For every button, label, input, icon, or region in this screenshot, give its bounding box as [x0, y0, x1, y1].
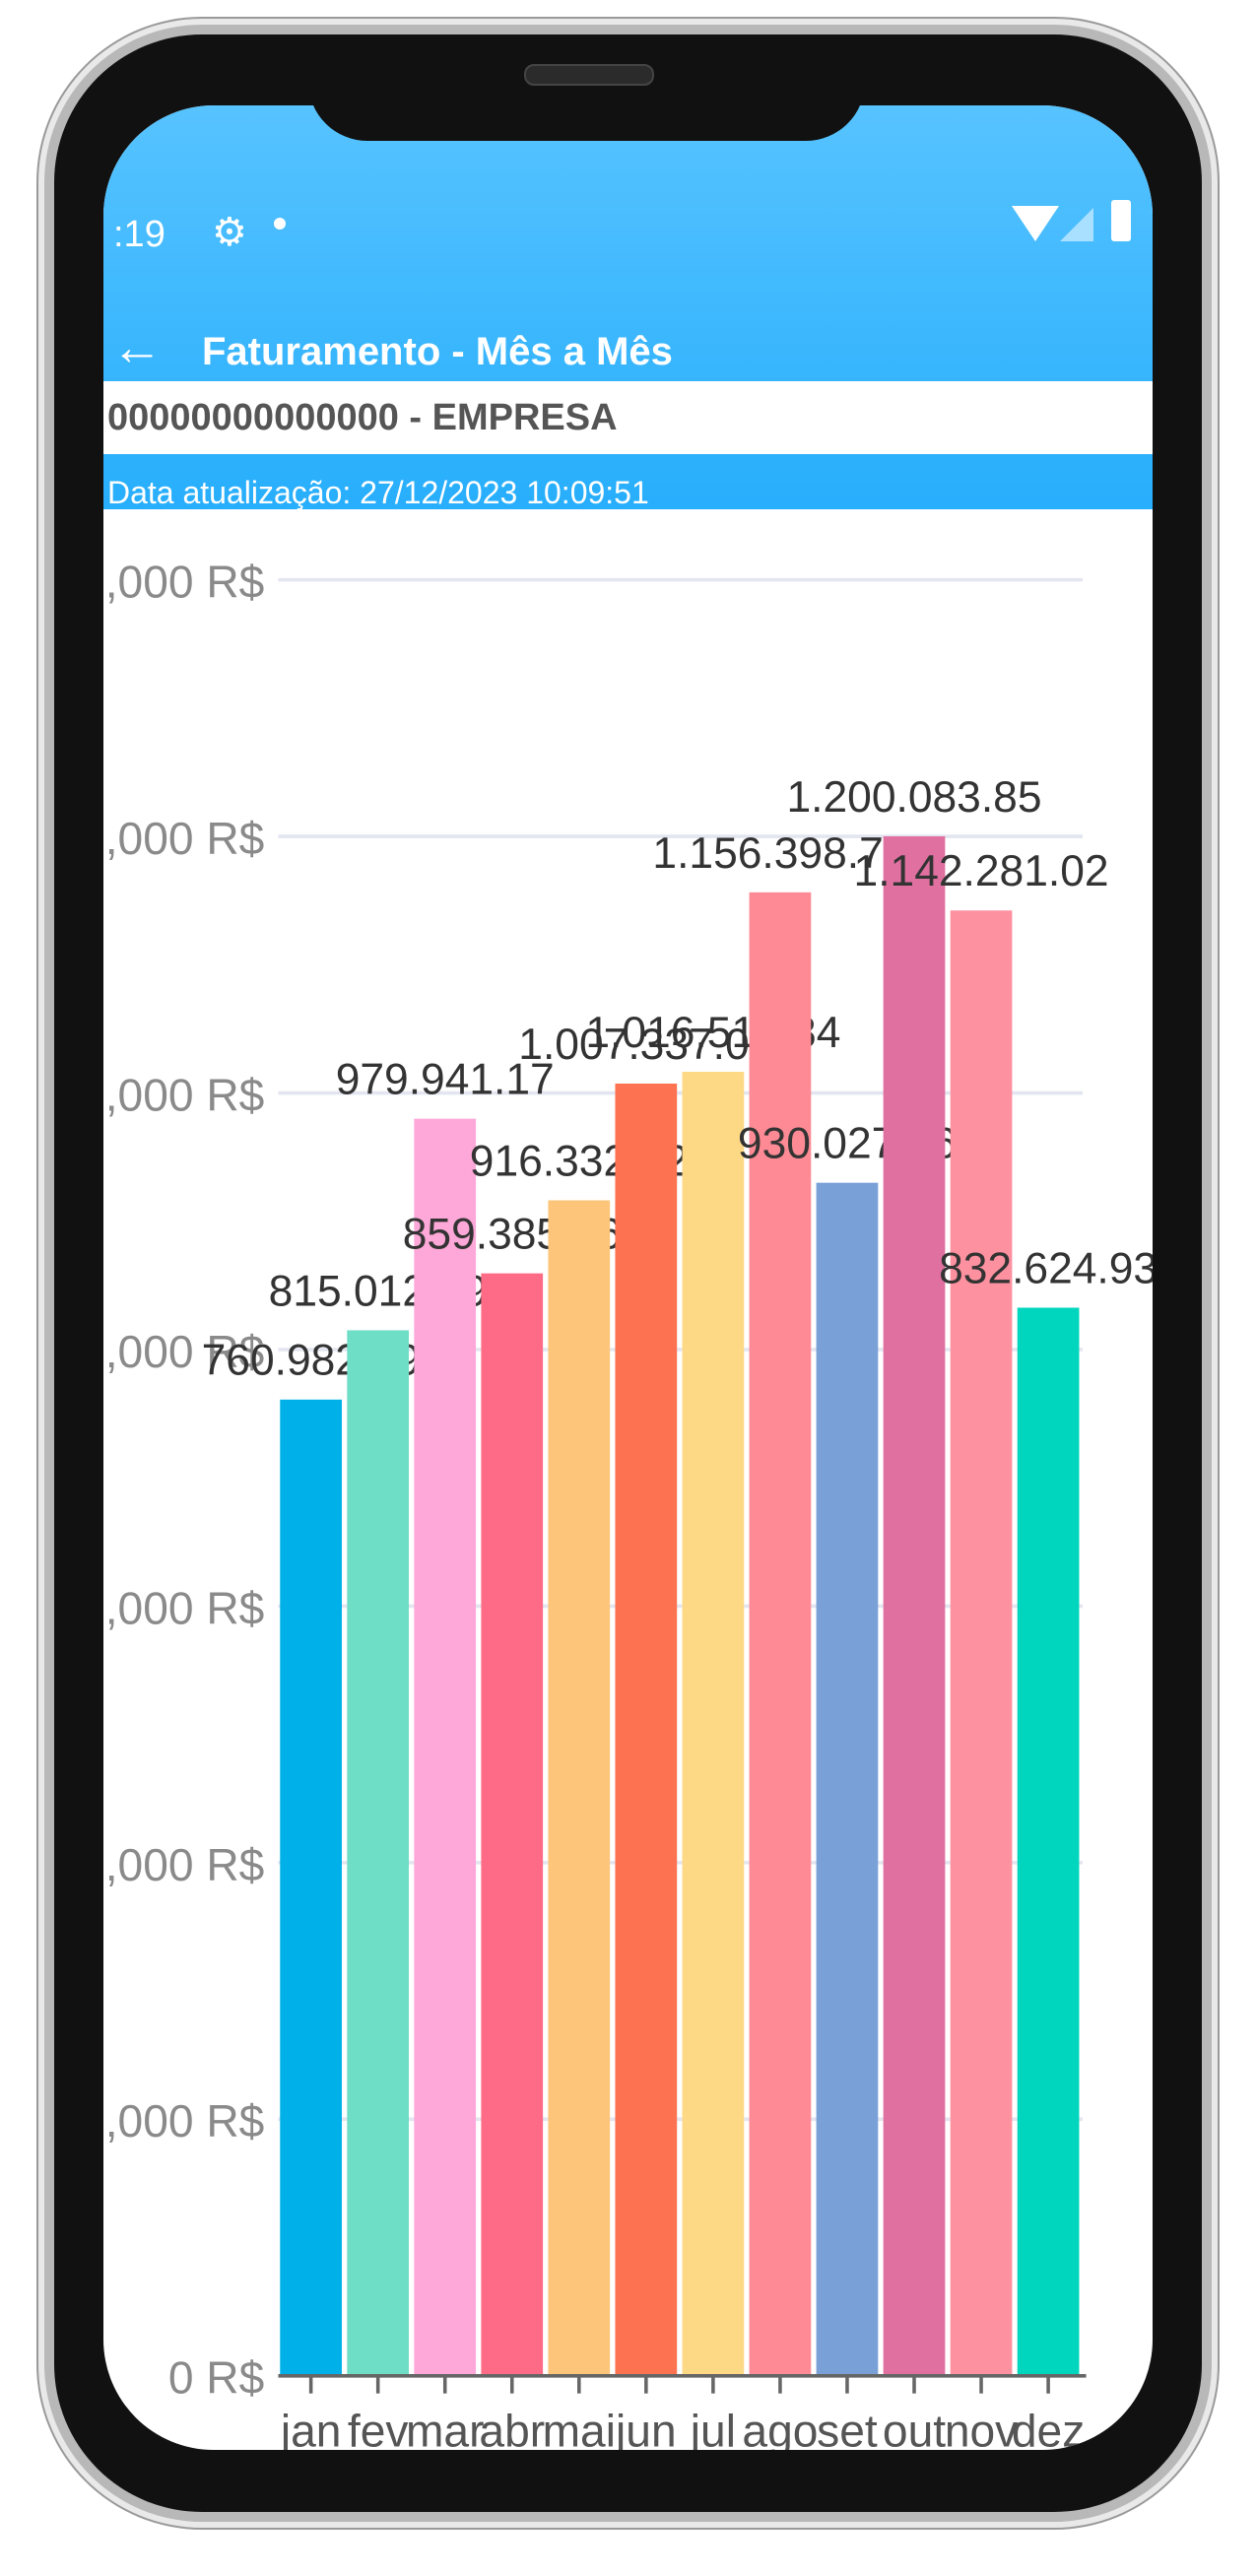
- bar-dez[interactable]: [1018, 1307, 1080, 2375]
- phone-frame: :19 ⚙ ← Faturamento - Mês a Mês 00000000…: [54, 34, 1202, 2512]
- data-label: 832.624.93: [939, 1244, 1153, 1292]
- arrow-back-icon[interactable]: ←: [111, 322, 163, 373]
- company-label: 00000000000000 - EMPRESA: [103, 381, 1153, 454]
- y-tick-label: 1,200,000 R$: [103, 813, 265, 864]
- bar-set[interactable]: [817, 1183, 879, 2376]
- x-tick-label: nov: [945, 2405, 1019, 2450]
- page-title: Faturamento - Mês a Mês: [202, 330, 673, 374]
- wifi-icon: [1012, 206, 1059, 241]
- y-tick-label: 1,400,000 R$: [103, 556, 265, 607]
- bar-jul[interactable]: [683, 1072, 745, 2376]
- bar-mai[interactable]: [548, 1200, 610, 2375]
- data-label: 1.142.281.02: [854, 847, 1109, 895]
- x-tick-label: abr: [479, 2405, 545, 2450]
- y-tick-label: 1,000,000 R$: [103, 1069, 265, 1120]
- speaker-icon: [524, 64, 654, 86]
- bar-mar[interactable]: [414, 1119, 476, 2376]
- bar-fev[interactable]: [347, 1330, 409, 2375]
- bar-out[interactable]: [884, 836, 946, 2376]
- notification-dot-icon: [274, 218, 286, 230]
- x-tick-label: mar: [406, 2405, 484, 2450]
- x-tick-label: out: [883, 2405, 946, 2450]
- x-tick-label: jun: [614, 2405, 677, 2450]
- bar-jun[interactable]: [615, 1084, 677, 2376]
- x-tick-label: dez: [1012, 2405, 1085, 2450]
- y-tick-label: 200,000 R$: [103, 2095, 265, 2147]
- x-tick-label: jan: [279, 2405, 342, 2450]
- signal-icon: [1060, 208, 1093, 241]
- x-tick-label: mai: [543, 2405, 616, 2450]
- app-bar: :19 ⚙ ← Faturamento - Mês a Mês 00000000…: [103, 105, 1153, 509]
- app-screen: :19 ⚙ ← Faturamento - Mês a Mês 00000000…: [103, 105, 1153, 2450]
- y-tick-label: 0 R$: [168, 2352, 265, 2404]
- phone-notch: [308, 34, 865, 141]
- revenue-bar-chart: 0 R$200,000 R$400,000 R$600,000 R$800,00…: [103, 509, 1153, 2450]
- bar-nov[interactable]: [951, 910, 1013, 2376]
- y-tick-label: 600,000 R$: [103, 1582, 265, 1633]
- y-tick-label: 400,000 R$: [103, 1839, 265, 1890]
- x-tick-label: fev: [348, 2405, 409, 2450]
- x-tick-label: set: [817, 2405, 878, 2450]
- x-tick-label: jul: [689, 2405, 736, 2450]
- battery-icon: [1111, 200, 1131, 241]
- x-tick-label: ago: [742, 2405, 818, 2450]
- update-timestamp: Data atualização: 27/12/2023 10:09:51: [107, 475, 649, 511]
- bar-abr[interactable]: [481, 1274, 543, 2376]
- bar-jan[interactable]: [280, 1400, 342, 2376]
- data-label: 1.200.083.85: [786, 773, 1041, 822]
- bar-ago[interactable]: [750, 892, 812, 2376]
- status-time: :19: [113, 214, 165, 256]
- gear-icon: ⚙: [212, 210, 247, 255]
